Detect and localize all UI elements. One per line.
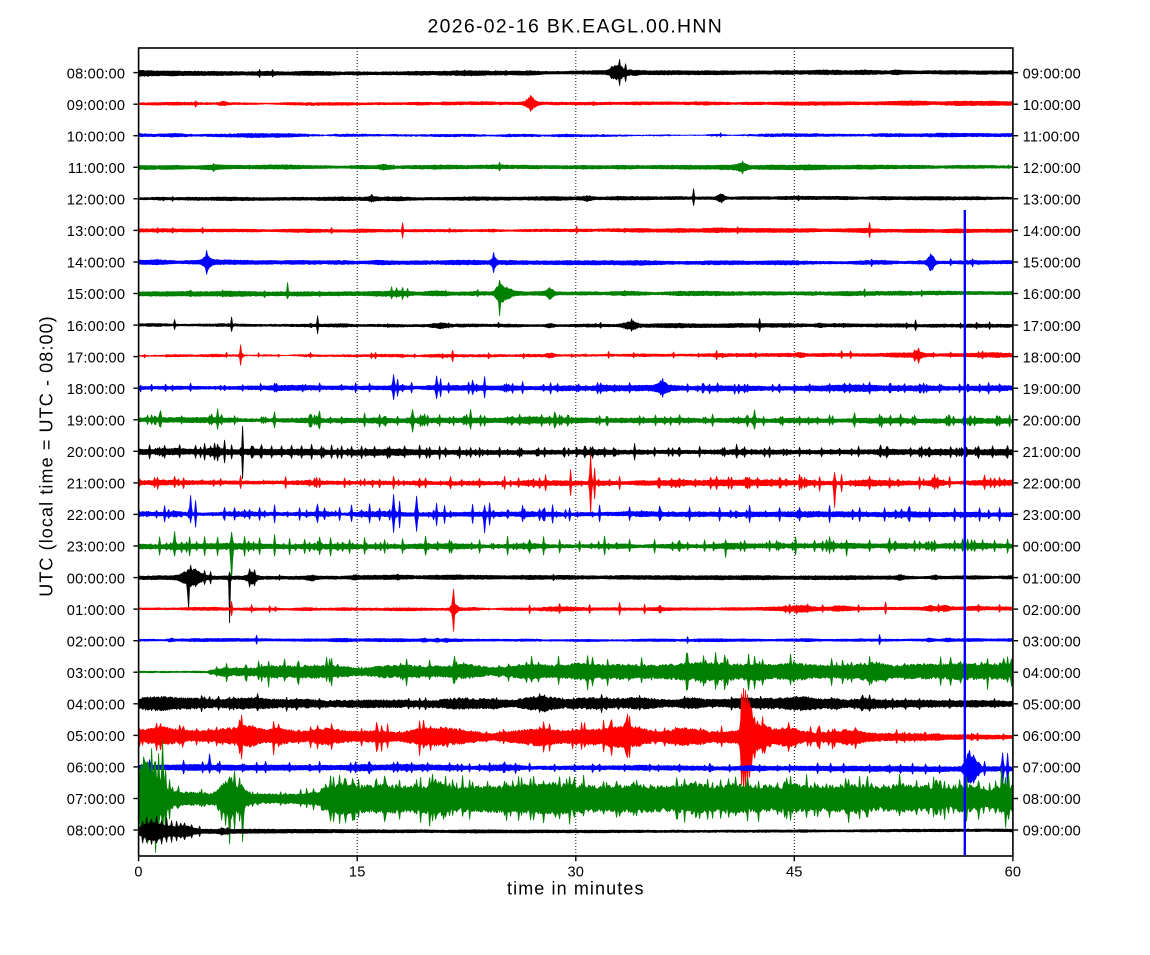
svg-text:14:00:00: 14:00:00 <box>1023 224 1081 240</box>
svg-text:07:00:00: 07:00:00 <box>1023 761 1081 777</box>
svg-text:08:00:00: 08:00:00 <box>1023 792 1081 808</box>
svg-text:12:00:00: 12:00:00 <box>67 193 125 209</box>
svg-text:07:00:00: 07:00:00 <box>67 792 125 808</box>
svg-text:16:00:00: 16:00:00 <box>67 319 125 335</box>
svg-text:00:00:00: 00:00:00 <box>67 571 125 587</box>
svg-text:11:00:00: 11:00:00 <box>1023 129 1080 145</box>
svg-text:03:00:00: 03:00:00 <box>67 666 125 682</box>
svg-text:05:00:00: 05:00:00 <box>1023 698 1081 714</box>
svg-text:21:00:00: 21:00:00 <box>67 477 125 493</box>
svg-text:08:00:00: 08:00:00 <box>67 824 125 840</box>
svg-text:19:00:00: 19:00:00 <box>67 414 125 430</box>
svg-text:UTC (local time = UTC - 08:00): UTC (local time = UTC - 08:00) <box>37 315 57 597</box>
svg-text:22:00:00: 22:00:00 <box>67 508 125 524</box>
svg-text:20:00:00: 20:00:00 <box>67 445 125 461</box>
svg-text:2026-02-16 BK.EAGL.00.HNN: 2026-02-16 BK.EAGL.00.HNN <box>427 16 723 38</box>
svg-text:06:00:00: 06:00:00 <box>67 761 125 777</box>
svg-text:23:00:00: 23:00:00 <box>67 540 125 556</box>
svg-text:04:00:00: 04:00:00 <box>67 698 125 714</box>
svg-text:60: 60 <box>1005 865 1022 881</box>
svg-text:11:00:00: 11:00:00 <box>68 161 125 177</box>
svg-text:22:00:00: 22:00:00 <box>1023 477 1081 493</box>
svg-text:04:00:00: 04:00:00 <box>1023 666 1081 682</box>
svg-text:01:00:00: 01:00:00 <box>1023 571 1081 587</box>
svg-text:15:00:00: 15:00:00 <box>1023 256 1081 272</box>
svg-text:05:00:00: 05:00:00 <box>67 729 125 745</box>
svg-text:03:00:00: 03:00:00 <box>1023 634 1081 650</box>
svg-text:06:00:00: 06:00:00 <box>1023 729 1081 745</box>
svg-text:09:00:00: 09:00:00 <box>1023 66 1081 82</box>
svg-text:time in minutes: time in minutes <box>507 879 645 899</box>
svg-text:20:00:00: 20:00:00 <box>1023 414 1081 430</box>
svg-text:08:00:00: 08:00:00 <box>67 66 125 82</box>
svg-text:17:00:00: 17:00:00 <box>1023 319 1081 335</box>
svg-text:10:00:00: 10:00:00 <box>1023 98 1081 114</box>
svg-text:19:00:00: 19:00:00 <box>1023 382 1081 398</box>
svg-text:14:00:00: 14:00:00 <box>67 256 125 272</box>
svg-text:18:00:00: 18:00:00 <box>1023 350 1081 366</box>
svg-text:10:00:00: 10:00:00 <box>67 129 125 145</box>
svg-text:45: 45 <box>786 865 803 881</box>
svg-text:0: 0 <box>134 865 142 881</box>
svg-text:09:00:00: 09:00:00 <box>67 98 125 114</box>
svg-text:01:00:00: 01:00:00 <box>67 603 125 619</box>
svg-text:02:00:00: 02:00:00 <box>67 634 125 650</box>
svg-text:30: 30 <box>567 865 584 881</box>
svg-text:16:00:00: 16:00:00 <box>1023 287 1081 303</box>
svg-text:23:00:00: 23:00:00 <box>1023 508 1081 524</box>
svg-text:12:00:00: 12:00:00 <box>1023 161 1081 177</box>
svg-text:15:00:00: 15:00:00 <box>67 287 125 303</box>
svg-text:09:00:00: 09:00:00 <box>1023 824 1081 840</box>
svg-text:13:00:00: 13:00:00 <box>67 224 125 240</box>
svg-text:02:00:00: 02:00:00 <box>1023 603 1081 619</box>
svg-text:00:00:00: 00:00:00 <box>1023 540 1081 556</box>
svg-text:13:00:00: 13:00:00 <box>1023 193 1081 209</box>
svg-text:21:00:00: 21:00:00 <box>1023 445 1081 461</box>
svg-text:18:00:00: 18:00:00 <box>67 382 125 398</box>
svg-text:15: 15 <box>349 865 366 881</box>
svg-text:17:00:00: 17:00:00 <box>67 350 125 366</box>
